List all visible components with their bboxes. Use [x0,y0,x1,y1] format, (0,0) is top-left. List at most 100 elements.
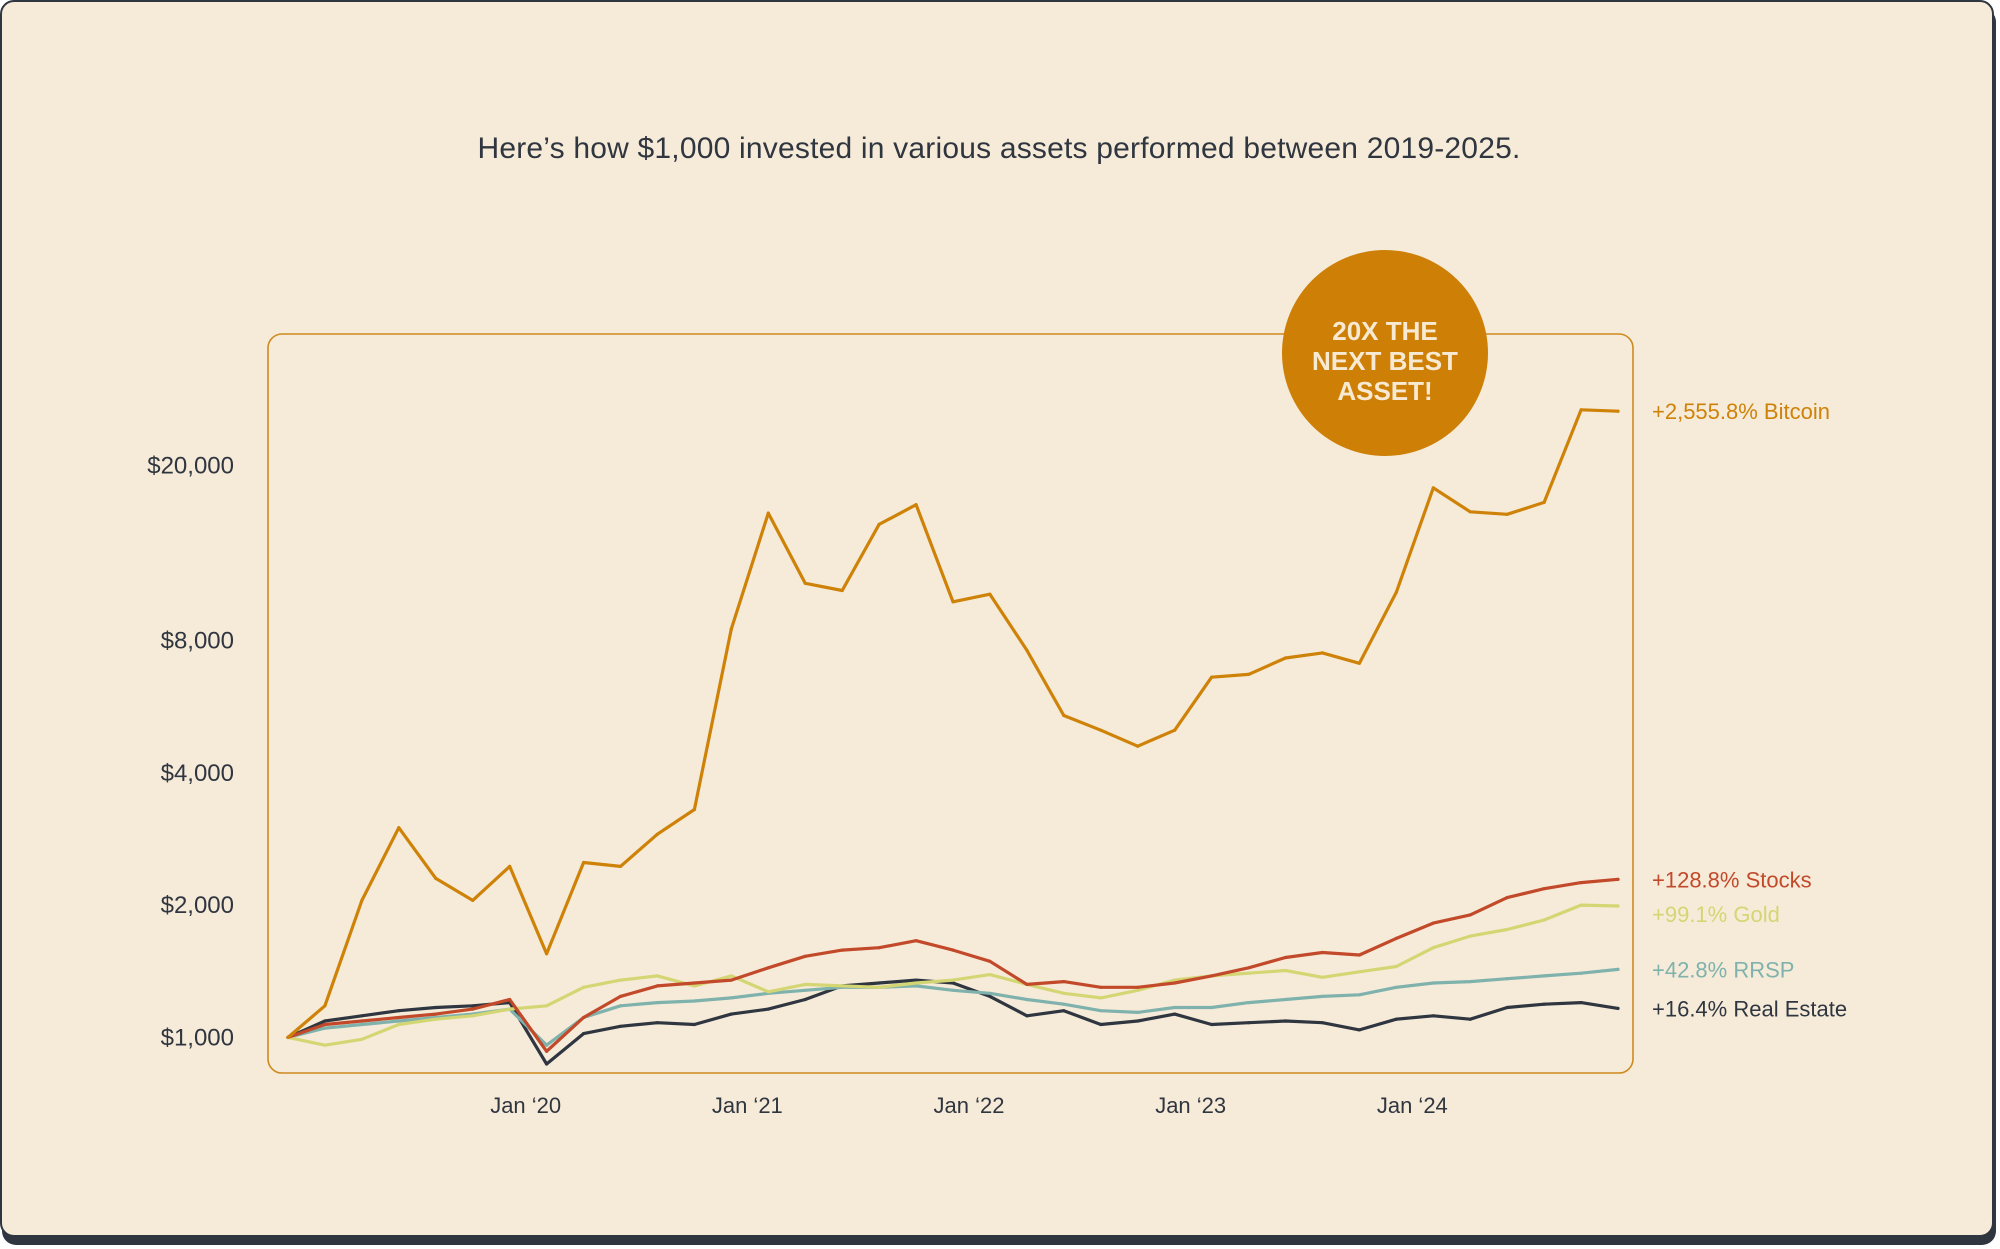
data-point-stocks [1136,985,1140,989]
data-point-rrsp [1247,1001,1251,1005]
plot-frame [267,333,1634,1074]
data-point-gold [1616,904,1620,908]
data-point-bitcoin [1210,675,1214,679]
data-point-rrsp [1431,981,1435,985]
badge-circle [1282,250,1488,456]
data-point-stocks [545,1049,549,1053]
highlight-badge: 20X THE NEXT BEST ASSET! [1282,250,1488,456]
data-point-rrsp [1173,1005,1177,1010]
data-point-bitcoin [840,588,844,593]
data-point-gold [951,978,955,982]
data-point-stocks [729,978,733,982]
data-point-real-estate [1579,1001,1583,1005]
data-point-real-estate [1616,1006,1620,1011]
data-point-stocks [582,1015,586,1020]
data-point-real-estate [1394,1017,1398,1021]
data-point-rrsp [1062,1002,1066,1006]
data-point-bitcoin [1616,409,1620,413]
end-label-real-estate: +16.4% Real Estate [1652,996,1847,1021]
data-point-rrsp [951,988,955,992]
data-point-gold [840,984,844,988]
data-point-stocks [434,1012,438,1016]
data-point-bitcoin [877,522,881,527]
data-point-stocks [1394,936,1398,941]
data-point-gold [1320,975,1324,979]
data-point-bitcoin [1505,512,1509,516]
data-point-stocks [1505,896,1509,900]
y-tick-label: $8,000 [161,628,234,655]
badge-line-2: NEXT BEST [1312,346,1458,376]
data-point-stocks [1468,913,1472,917]
data-point-gold [1579,903,1583,907]
data-point-real-estate [1062,1009,1066,1013]
data-point-gold [1431,946,1435,950]
data-point-stocks [1062,980,1066,984]
data-point-rrsp [1505,977,1509,981]
data-point-stocks [766,966,770,970]
data-point-stocks [1542,887,1546,891]
data-point-stocks [988,959,992,963]
data-point-stocks [951,948,955,952]
data-point-bitcoin [1283,656,1288,660]
data-point-stocks [323,1022,327,1027]
x-tick-label: Jan ‘23 [1155,1093,1226,1118]
x-tick-label: Jan ‘24 [1377,1093,1448,1118]
data-point-bitcoin [1136,744,1140,748]
data-point-rrsp [1542,974,1546,978]
data-point-real-estate [1099,1022,1103,1027]
data-point-gold [1062,991,1066,995]
data-point-bitcoin [1468,510,1472,514]
data-point-stocks [877,946,881,950]
data-point-real-estate [655,1021,660,1025]
y-tick-label: $1,000 [161,1024,234,1051]
data-point-stocks [1431,921,1435,925]
data-point-stocks [1099,985,1103,989]
data-point-gold [1394,964,1398,969]
data-point-bitcoin [1062,713,1066,718]
data-point-stocks [1210,974,1214,978]
data-point-stocks [1579,881,1583,885]
data-point-rrsp [1025,997,1029,1002]
data-point-bitcoin [434,876,438,881]
data-point-real-estate [397,1009,401,1013]
data-point-gold [1468,934,1472,938]
data-point-gold [914,981,918,985]
data-point-rrsp [729,996,733,1000]
data-point-bitcoin [545,952,549,956]
data-point-bitcoin [1357,661,1361,665]
data-point-real-estate [692,1022,697,1027]
data-point-real-estate [766,1007,770,1011]
data-point-gold [1357,970,1361,974]
data-point-bitcoin [1394,590,1398,594]
data-point-bitcoin [508,864,512,869]
data-point-bitcoin [1247,672,1251,677]
data-point-gold [1542,918,1546,922]
data-point-rrsp [1394,985,1398,989]
data-point-bitcoin [729,627,733,631]
data-point-gold [692,984,697,988]
data-point-gold [1136,988,1140,992]
y-tick-label: $2,000 [161,892,234,919]
data-point-stocks [1247,966,1251,970]
y-tick-label: $20,000 [147,453,234,480]
data-point-bitcoin [582,860,586,865]
data-point-stocks [508,997,512,1002]
data-point-bitcoin [618,864,623,869]
y-axis-ticks: $1,000 $2,000 $4,000 $8,000 $20,000 [147,453,234,1052]
data-point-gold [582,985,586,989]
data-point-rrsp [692,999,697,1003]
data-point-gold [803,982,807,987]
chart-title: Here’s how $1,000 invested in various as… [477,132,1521,165]
data-point-gold [1247,971,1251,975]
data-point-rrsp [618,1004,623,1008]
data-point-real-estate [1136,1019,1140,1023]
data-point-stocks [1283,955,1288,960]
data-point-stocks [1173,981,1177,985]
data-point-stocks [914,939,918,943]
data-point-real-estate [877,981,881,985]
data-point-rrsp [1357,993,1361,997]
data-point-gold [618,978,623,982]
data-point-real-estate [1505,1005,1509,1010]
